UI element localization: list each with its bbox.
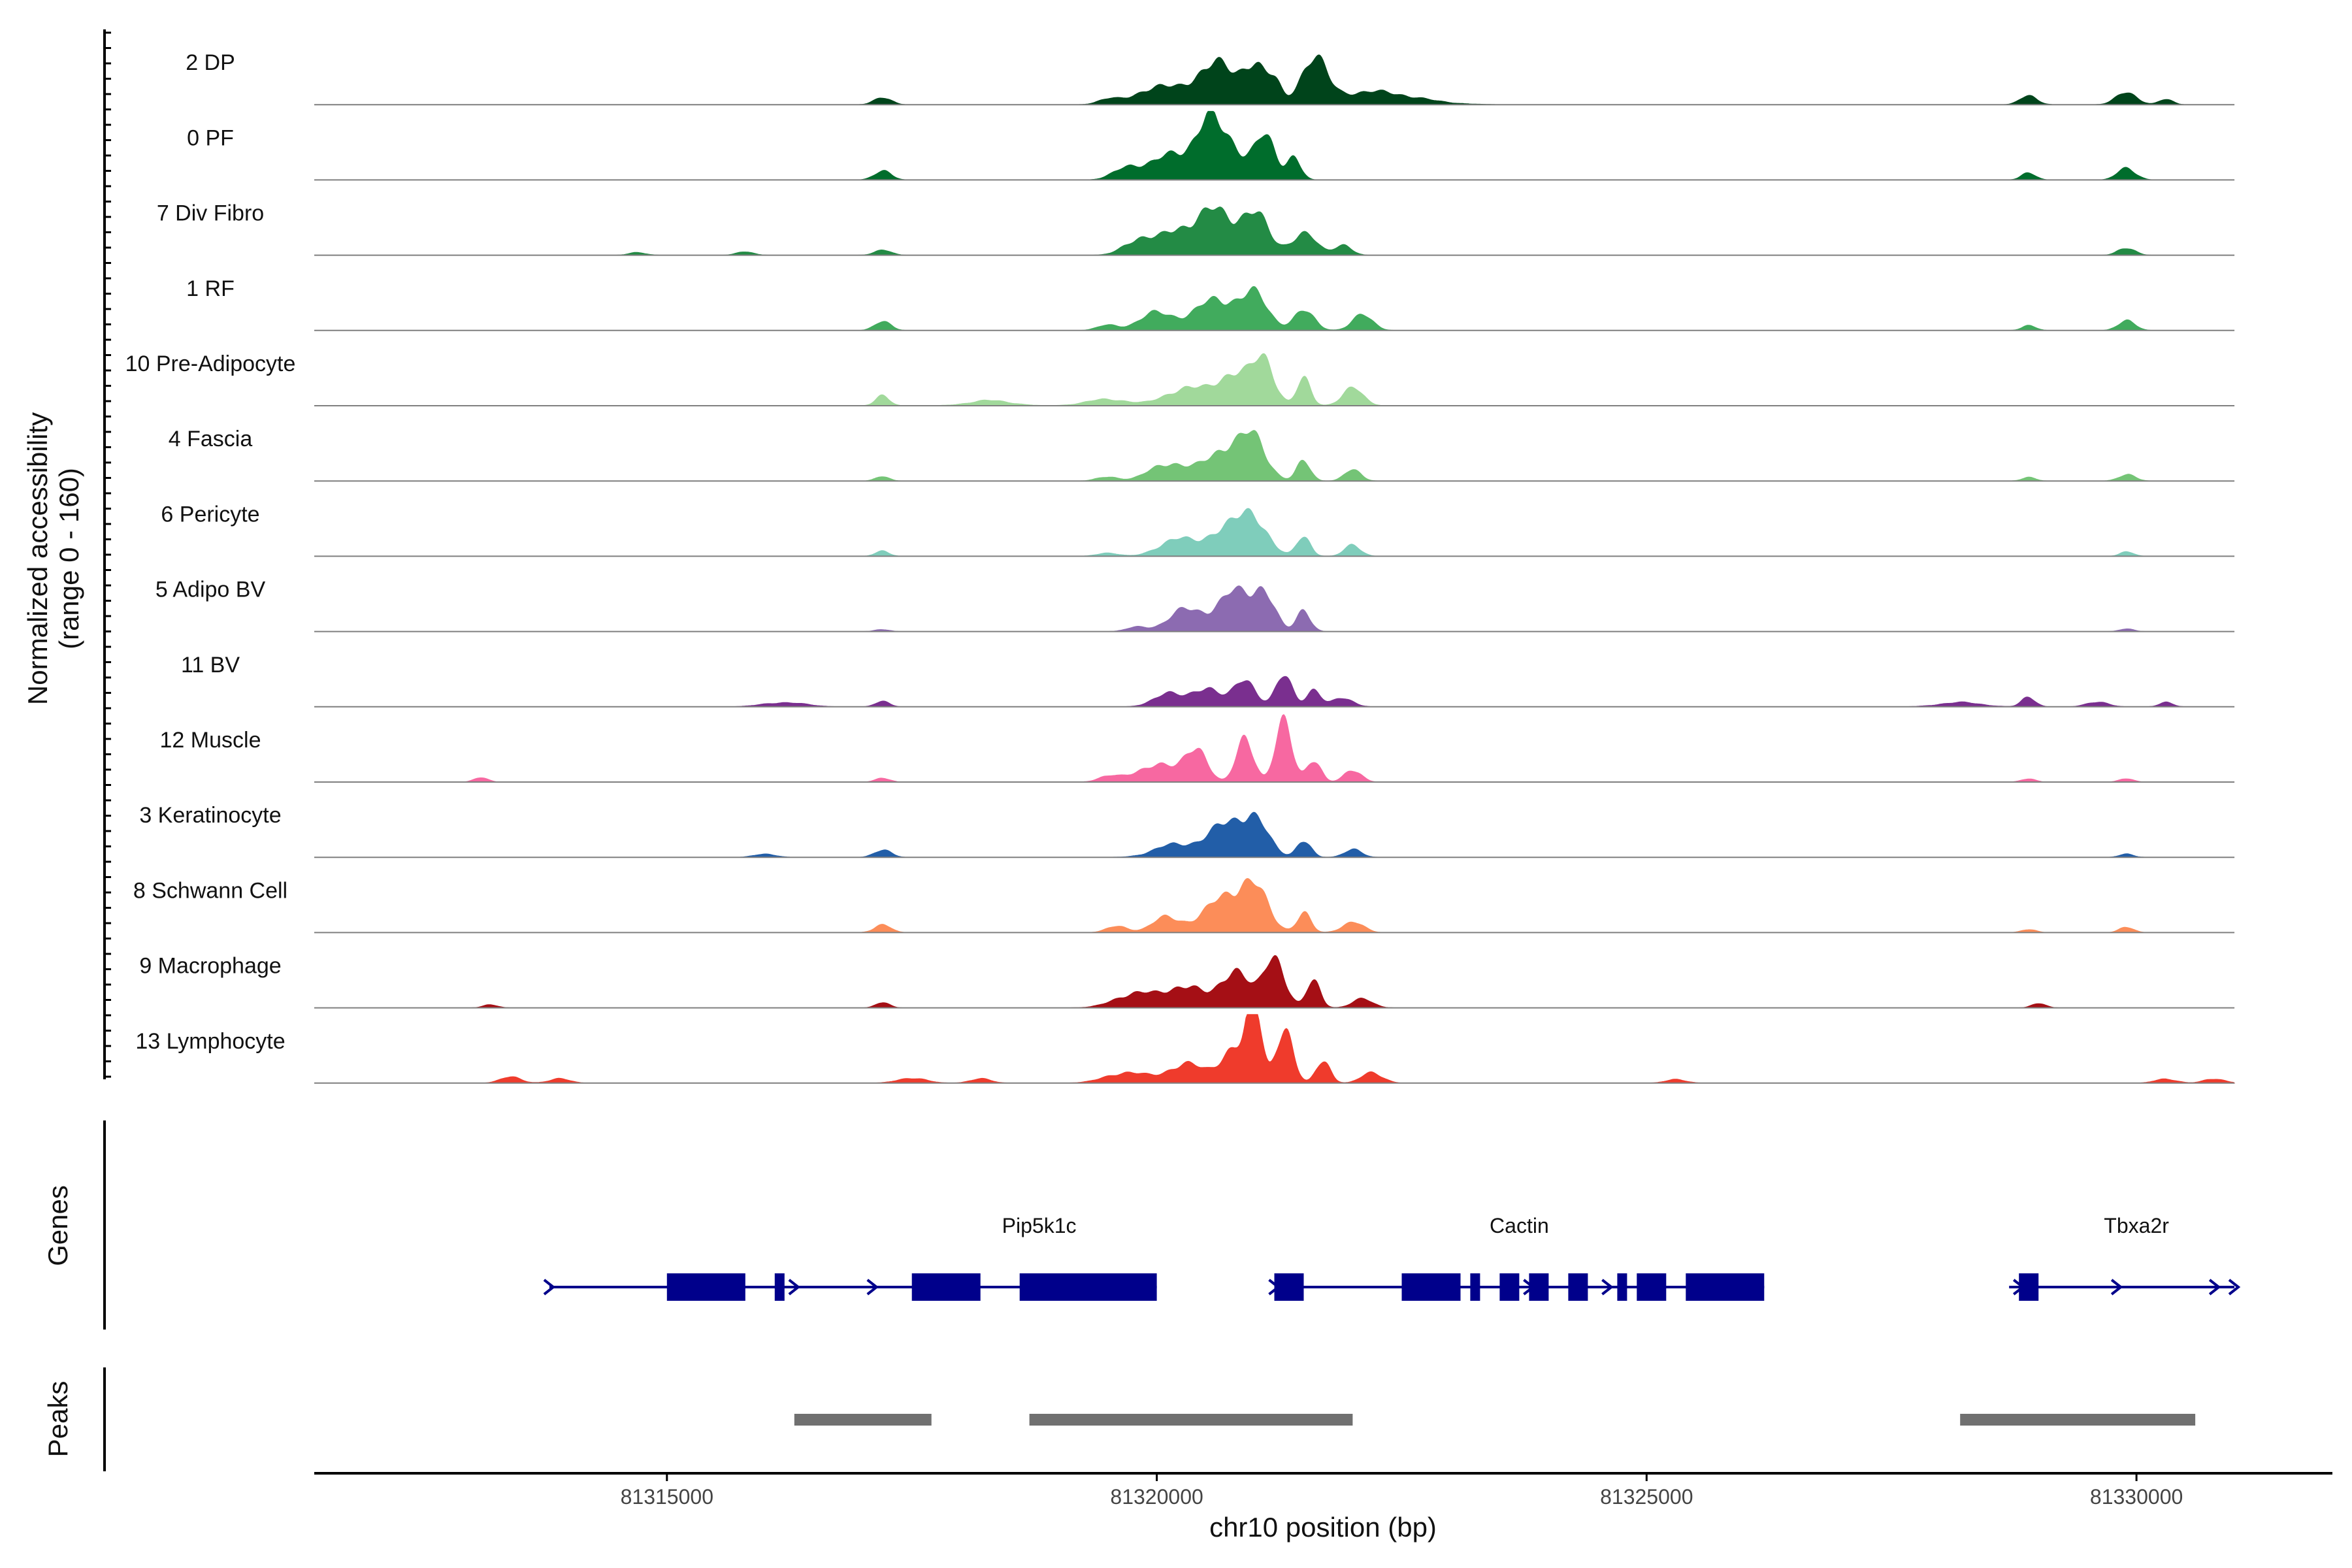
track-3: 7 Div Fibro — [157, 201, 2235, 256]
track-label: 9 Macrophage — [139, 954, 281, 979]
strand-arrow — [788, 1279, 801, 1296]
coverage-area — [314, 877, 2235, 933]
strand-arrow — [866, 1279, 879, 1296]
x-tick-label: 81320000 — [1110, 1485, 1203, 1509]
track-label: 2 DP — [186, 50, 235, 75]
strand-arrow — [2208, 1279, 2221, 1296]
strand-arrow — [2110, 1279, 2123, 1296]
strand-arrow — [1601, 1279, 1614, 1296]
strand-arrow — [1523, 1279, 1535, 1296]
track-label: 7 Div Fibro — [157, 201, 264, 226]
coverage-area — [314, 286, 2235, 331]
gene-name: Cactin — [1490, 1214, 1549, 1237]
coverage-area — [314, 676, 2235, 708]
exon — [1686, 1273, 1765, 1301]
track-12: 8 Schwann Cell — [133, 877, 2235, 934]
track-6: 4 Fascia — [169, 427, 2235, 482]
exon — [1617, 1273, 1627, 1301]
x-tick-label: 81325000 — [1600, 1485, 1693, 1509]
gene-name: Tbxa2r — [2104, 1214, 2169, 1237]
x-axis-title: chr10 position (bp) — [1209, 1512, 1437, 1543]
coverage-area — [314, 206, 2235, 256]
track-label: 6 Pericyte — [161, 502, 259, 527]
coverage-area — [314, 430, 2235, 482]
track-8: 5 Adipo BV — [155, 578, 2235, 632]
track-2: 0 PF — [187, 110, 2235, 181]
x-axis-ticks: 81315000 81320000 81325000 81330000 — [621, 1473, 2183, 1509]
track-label: 13 Lymphocyte — [135, 1029, 285, 1054]
coverage-area — [314, 585, 2235, 632]
exon — [774, 1273, 785, 1301]
peak-bar — [1960, 1414, 2196, 1426]
strand-arrow — [1268, 1279, 1281, 1296]
track-label: 0 PF — [187, 125, 234, 150]
x-tick-label: 81330000 — [2090, 1485, 2183, 1509]
track-10: 12 Muscle — [160, 713, 2235, 783]
track-label: 5 Adipo BV — [155, 578, 266, 602]
coverage-area — [314, 955, 2235, 1009]
exon — [1568, 1273, 1588, 1301]
exon — [1019, 1273, 1157, 1301]
strand-arrow — [2012, 1279, 2025, 1296]
exon — [666, 1273, 745, 1301]
strand-arrow — [543, 1279, 556, 1296]
gene-tbxa2r: Tbxa2r — [2009, 1214, 2241, 1301]
coverage-area — [314, 508, 2235, 557]
track-9: 11 BV — [181, 653, 2235, 708]
track-5: 10 Pre-Adipocyte — [125, 351, 2235, 406]
y-axis-title: Normalized accessibility(range 0 - 160) — [22, 412, 84, 705]
gene-name: Pip5k1c — [1002, 1214, 1077, 1237]
x-tick-label: 81315000 — [621, 1485, 713, 1509]
y-axis-ticks — [105, 31, 111, 1078]
y-axis-title-line1: Normalized accessibility — [22, 412, 53, 705]
track-label: 10 Pre-Adipocyte — [125, 351, 296, 376]
gene-cactin: Cactin — [1268, 1214, 1765, 1301]
track-13: 9 Macrophage — [139, 954, 2235, 1009]
track-label: 4 Fascia — [169, 427, 253, 451]
peak-bar — [794, 1414, 932, 1426]
peaks-track — [794, 1414, 2196, 1426]
y-axis-title-line2: (range 0 - 160) — [54, 468, 84, 649]
track-4: 1 RF — [186, 276, 2235, 331]
coverage-area — [314, 54, 2235, 105]
strand-arrow — [2228, 1279, 2241, 1296]
coverage-tracks: 2 DP 0 PF 7 Div Fibro 1 RF 10 Pre-Adipocyte 4… — [125, 50, 2236, 1084]
exon — [1470, 1273, 1480, 1301]
gene-pip5k1c: Pip5k1c — [543, 1214, 1157, 1301]
coverage-area — [314, 353, 2235, 406]
strand-arrow — [1425, 1279, 1437, 1296]
track-7: 6 Pericyte — [161, 502, 2235, 557]
coverage-area — [314, 1014, 2236, 1084]
strand-arrow — [1641, 1279, 1653, 1296]
peaks-track-label: Peaks — [42, 1381, 73, 1458]
genes-track-label: Genes — [42, 1185, 73, 1266]
track-label: 3 Keratinocyte — [139, 803, 281, 828]
track-label: 12 Muscle — [160, 728, 261, 753]
track-label: 8 Schwann Cell — [133, 878, 287, 903]
track-14: 13 Lymphocyte — [135, 1014, 2236, 1084]
exon — [1401, 1273, 1461, 1301]
coverage-area — [314, 110, 2235, 180]
track-label: 11 BV — [181, 653, 240, 678]
exon — [1499, 1273, 1520, 1301]
track-1: 2 DP — [186, 50, 2235, 106]
track-label: 1 RF — [186, 276, 235, 301]
genes-track: Pip5k1c Cactin Tbxa2r — [543, 1214, 2241, 1301]
exon — [911, 1273, 981, 1301]
coverage-area — [314, 713, 2235, 783]
peak-bar — [1029, 1414, 1353, 1426]
track-11: 3 Keratinocyte — [139, 803, 2235, 858]
coverage-area — [314, 811, 2235, 858]
